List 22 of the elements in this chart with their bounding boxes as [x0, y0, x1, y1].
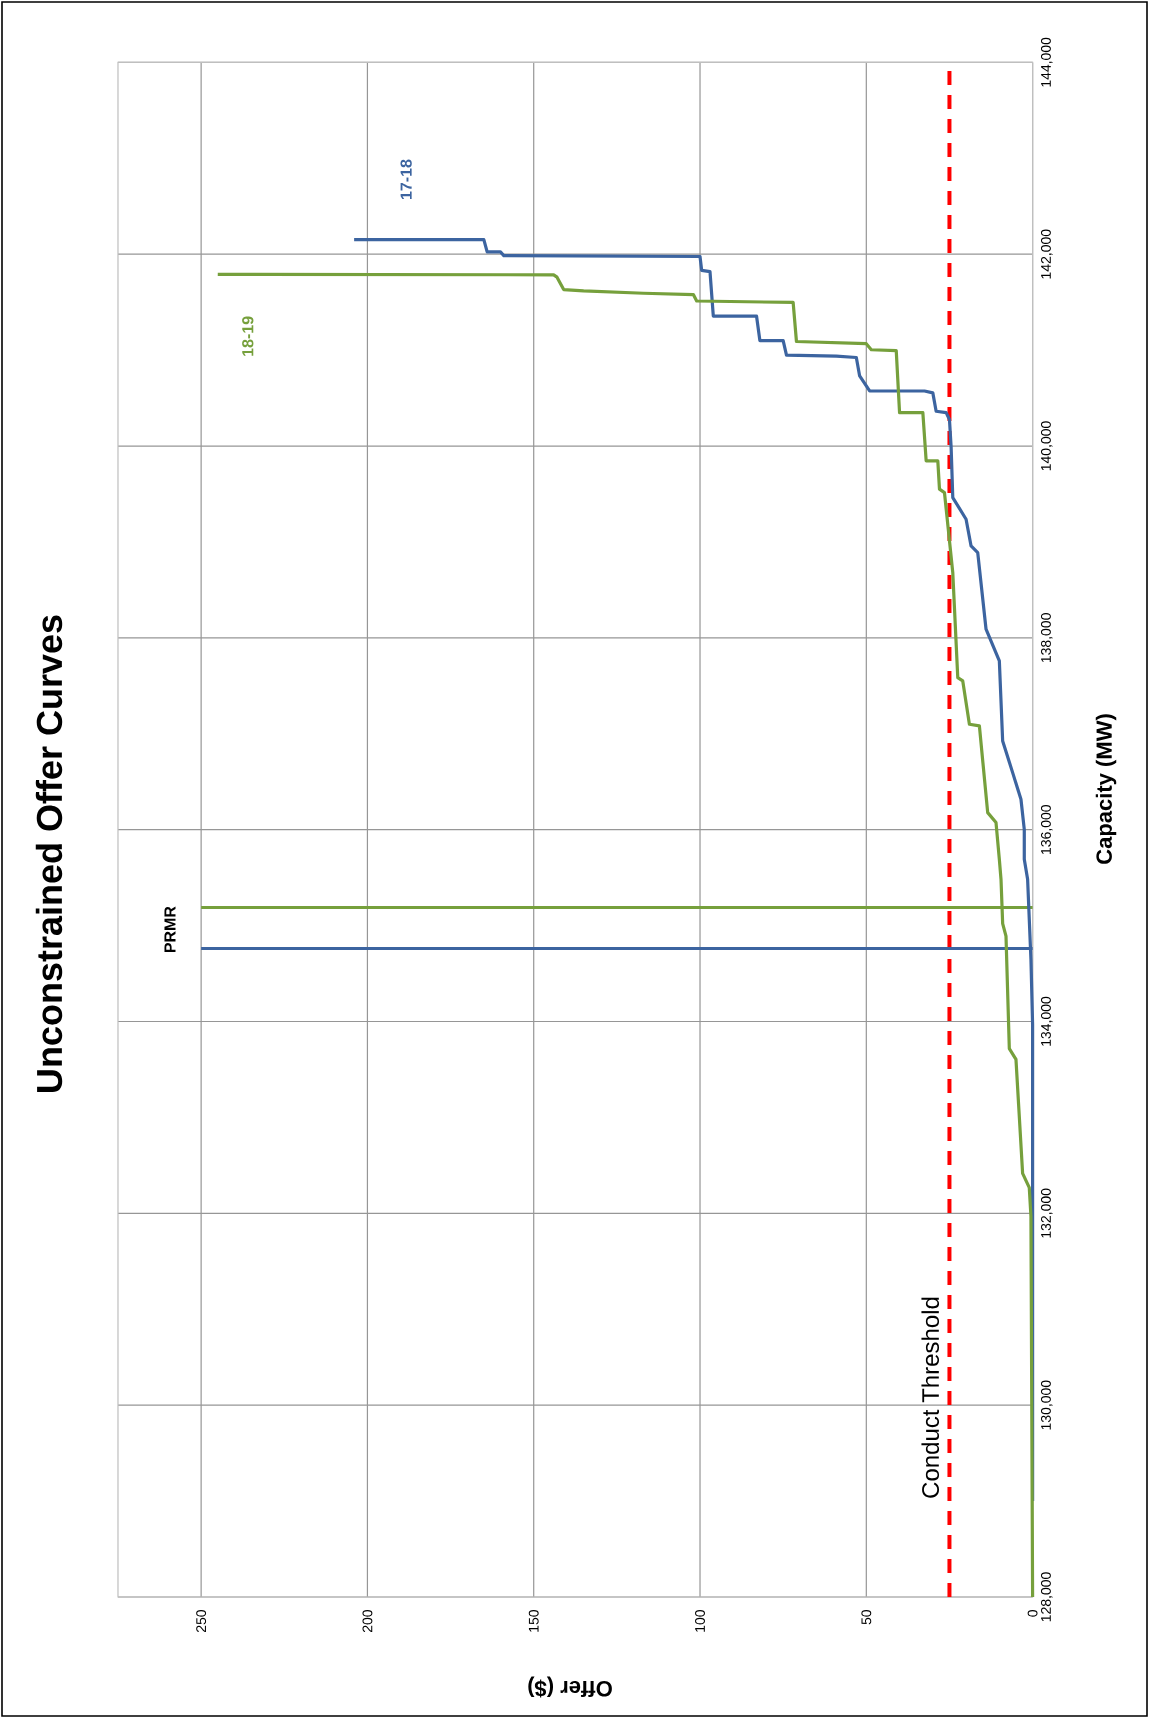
y-tick-label: 132,000 [1041, 1188, 1053, 1238]
y-tick-label: 134,000 [1041, 996, 1053, 1046]
ref-line-label: Conduct Threshold [921, 1297, 940, 1498]
y-tick-label: 144,000 [1041, 37, 1053, 87]
x-axis-title: Offer ($) [528, 1676, 612, 1698]
x-tick-label: 150 [528, 1609, 539, 1632]
text: Unconstrained Offer Curves [35, 615, 63, 1092]
x-tick-label: 100 [695, 1609, 705, 1632]
y-tick-label: 138,000 [1041, 613, 1053, 663]
x-tick-label: 50 [861, 1609, 872, 1625]
text: 17-18 [400, 159, 412, 199]
x-tick-label: 0 [1027, 1609, 1038, 1617]
y-tick-label: 142,000 [1041, 229, 1053, 279]
y-tick-label: 140,000 [1041, 421, 1053, 471]
y-axis-title: Capacity (MW) [1095, 714, 1117, 864]
ref-line-label: PRMR [164, 906, 176, 953]
text: 18-19 [242, 316, 254, 356]
y-tick-label: 136,000 [1041, 804, 1053, 854]
x-tick-label: 200 [362, 1609, 373, 1633]
y-tick-label: 128,000 [1041, 1572, 1053, 1622]
x-tick-label: 250 [196, 1609, 207, 1633]
y-tick-label: 130,000 [1041, 1380, 1053, 1430]
